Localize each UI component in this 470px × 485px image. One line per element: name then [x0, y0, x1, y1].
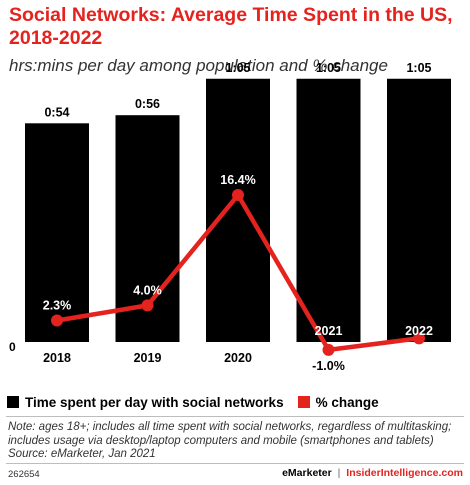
divider-top — [6, 416, 464, 417]
bar — [25, 123, 89, 342]
percent-change-point — [322, 343, 335, 356]
x-tick-label: 2021 — [315, 324, 343, 338]
percent-change-label: 4.0% — [133, 283, 162, 297]
x-tick-label: 2022 — [405, 324, 433, 338]
brand-insider-intelligence: InsiderIntelligence.com — [346, 467, 463, 479]
bar-value-label: 1:05 — [225, 61, 250, 75]
legend-item-percent-change: % change — [297, 394, 379, 410]
bar-value-label: 0:56 — [135, 97, 160, 111]
legend-label-percent-change: % change — [315, 394, 379, 410]
brand-emarketer: eMarketer — [282, 467, 332, 479]
source-text: Source: eMarketer, Jan 2021 — [8, 448, 156, 461]
bar-value-label: 1:05 — [406, 61, 431, 75]
percent-change-point — [141, 299, 154, 312]
footer-brand: eMarketer | InsiderIntelligence.com — [282, 467, 463, 479]
bar-value-label: 1:05 — [316, 61, 341, 75]
legend-item-time-spent: Time spent per day with social networks — [7, 395, 284, 410]
legend: Time spent per day with social networks … — [7, 392, 462, 412]
note-text: Note: ages 18+; includes all time spent … — [8, 421, 452, 447]
zero-tick-label: 0 — [9, 340, 16, 354]
percent-change-point — [413, 332, 425, 345]
x-tick-label: 2018 — [43, 351, 71, 365]
footnote: Note: ages 18+; includes all time spent … — [8, 421, 464, 462]
bar — [206, 78, 270, 342]
percent-change-label: 2.3% — [43, 299, 72, 313]
x-tick-label: 2020 — [224, 351, 252, 365]
legend-label-time-spent: Time spent per day with social networks — [25, 394, 284, 410]
chart-subtitle: hrs:mins per day among population and % … — [9, 56, 388, 75]
legend-swatch-black — [7, 396, 19, 408]
bar-value-label: 0:54 — [44, 105, 69, 119]
chart: 0 0:54 0:56 1:05 1:05 1:05 2.3% 4.0% 16.4% -1.0% 0… — [9, 61, 451, 373]
percent-change-label: 16.4% — [220, 173, 255, 187]
percent-change-point — [232, 189, 244, 202]
percent-change-label: 0.3% — [405, 316, 434, 330]
divider-bottom — [6, 463, 464, 464]
chart-title: Social Networks: Average Time Spent in t… — [9, 4, 453, 49]
bar — [387, 78, 451, 342]
brand-separator: | — [337, 467, 341, 479]
x-tick-label: 2019 — [134, 351, 162, 365]
chart-id: 262654 — [8, 469, 40, 480]
percent-change-label: -1.0% — [312, 359, 345, 373]
percent-change-point — [51, 314, 63, 327]
legend-swatch-red — [297, 396, 310, 408]
bar — [296, 78, 361, 342]
